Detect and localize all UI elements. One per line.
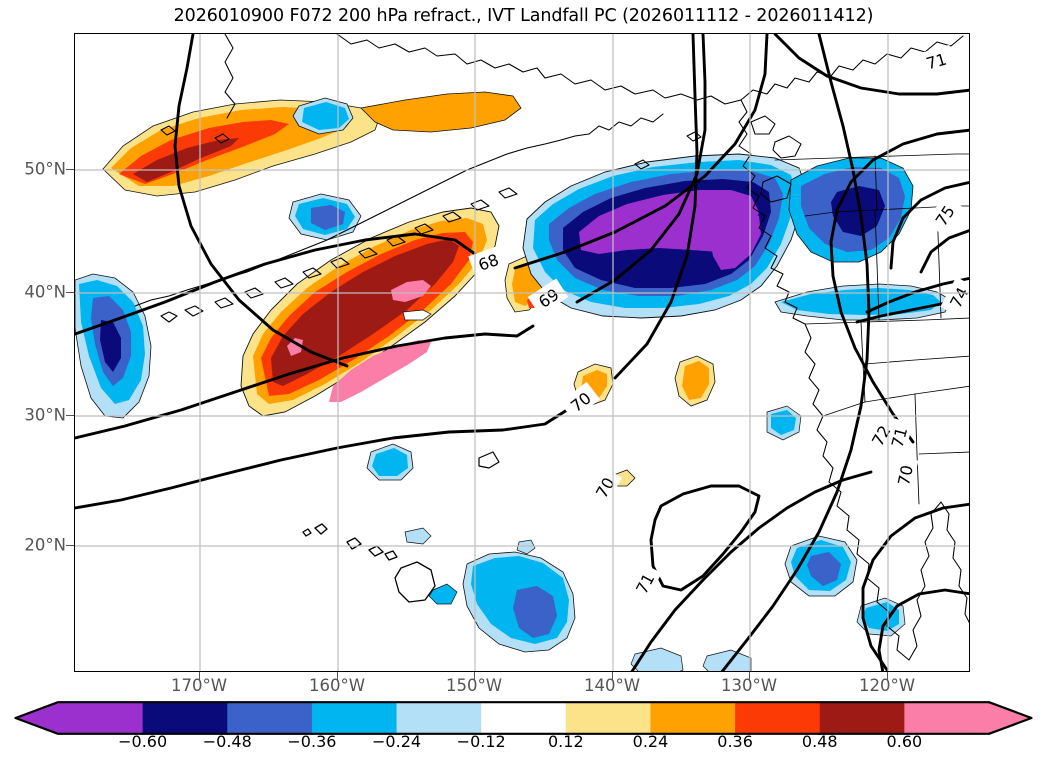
- colorbar-band-6: [565, 702, 651, 734]
- colorbar-tick-label-1: −0.48: [202, 732, 252, 751]
- y-tick-mark-3: [66, 544, 74, 546]
- filled-contour-positive-central-pacific: [240, 207, 500, 417]
- x-tick-mark-5: [886, 672, 888, 680]
- colorbar-band-3: [311, 702, 397, 734]
- colorbar-band-2: [227, 702, 313, 734]
- y-tick-mark-0: [66, 168, 74, 170]
- filled-contour-positive-aleutian-east: [360, 91, 522, 133]
- colorbar-band-1: [142, 702, 228, 734]
- colorbar-outline: [14, 701, 1033, 735]
- svg-text:70: 70: [894, 463, 917, 487]
- colorbar-band-10: [904, 702, 990, 734]
- x-tick-label-1: 160°W: [308, 676, 366, 695]
- x-tick-mark-3: [611, 672, 613, 680]
- colorbar-tick-label-3: −0.24: [372, 732, 422, 751]
- map-canvas: 68 69 70 70 71 72 71 70 71 75 74: [75, 34, 970, 671]
- y-tick-mark-1: [66, 291, 74, 293]
- y-tick-label-2: 30°N: [24, 405, 66, 425]
- filled-contour-negative-interior-west: [788, 157, 914, 263]
- colorbar-tick-label-4: −0.12: [456, 732, 506, 751]
- svg-text:74: 74: [946, 284, 970, 311]
- colorbar-band-4: [396, 702, 482, 734]
- colorbar-tick-label-0: −0.60: [118, 732, 168, 751]
- x-tick-mark-2: [473, 672, 475, 680]
- refractivity-contours: [75, 34, 969, 671]
- colorbar-extend-under: [15, 702, 58, 734]
- x-tick-label-3: 140°W: [583, 676, 641, 695]
- svg-text:71: 71: [888, 425, 912, 450]
- x-tick-label-0: 170°W: [170, 676, 228, 695]
- colorbar-tick-label-7: 0.36: [717, 732, 753, 751]
- coastlines: [134, 34, 969, 661]
- colorbar-tick-label-2: −0.36: [287, 732, 337, 751]
- colorbar-band-0: [58, 702, 144, 734]
- colorbar-svg: [14, 701, 1033, 735]
- colorbar-tick-label-8: 0.48: [801, 732, 838, 751]
- x-tick-label-2: 150°W: [445, 676, 503, 695]
- gridlines: [75, 34, 969, 671]
- colorbar-tick-label-9: 0.60: [886, 732, 923, 751]
- colorbar: [14, 701, 1033, 735]
- svg-text:71: 71: [924, 50, 949, 74]
- colorbar-tick-label-5: 0.12: [548, 732, 584, 751]
- x-tick-mark-4: [748, 672, 750, 680]
- x-tick-mark-1: [336, 672, 338, 680]
- y-tick-label-1: 40°N: [24, 282, 66, 302]
- colorbar-band-5: [481, 702, 567, 734]
- y-tick-label-0: 50°N: [24, 159, 66, 179]
- colorbar-extend-over: [989, 702, 1032, 734]
- y-tick-label-3: 20°N: [24, 535, 66, 555]
- contour-labels: 68 69 70 70 71 72 71 70 71 75 74: [468, 44, 970, 604]
- colorbar-band-8: [735, 702, 821, 734]
- filled-contour-negative-small-patches: [288, 97, 906, 671]
- x-tick-label-5: 120°W: [858, 676, 916, 695]
- page-title: 2026010900 F072 200 hPa refract., IVT La…: [173, 6, 874, 26]
- x-tick-label-4: 130°W: [720, 676, 778, 695]
- colorbar-tick-label-6: 0.24: [632, 732, 669, 751]
- map-axes: 68 69 70 70 71 72 71 70 71 75 74: [74, 33, 970, 672]
- y-tick-mark-2: [66, 414, 74, 416]
- filled-contour-negative-west-edge: [75, 273, 152, 419]
- x-tick-mark-0: [198, 672, 200, 680]
- colorbar-band-7: [650, 702, 736, 734]
- colorbar-band-9: [819, 702, 905, 734]
